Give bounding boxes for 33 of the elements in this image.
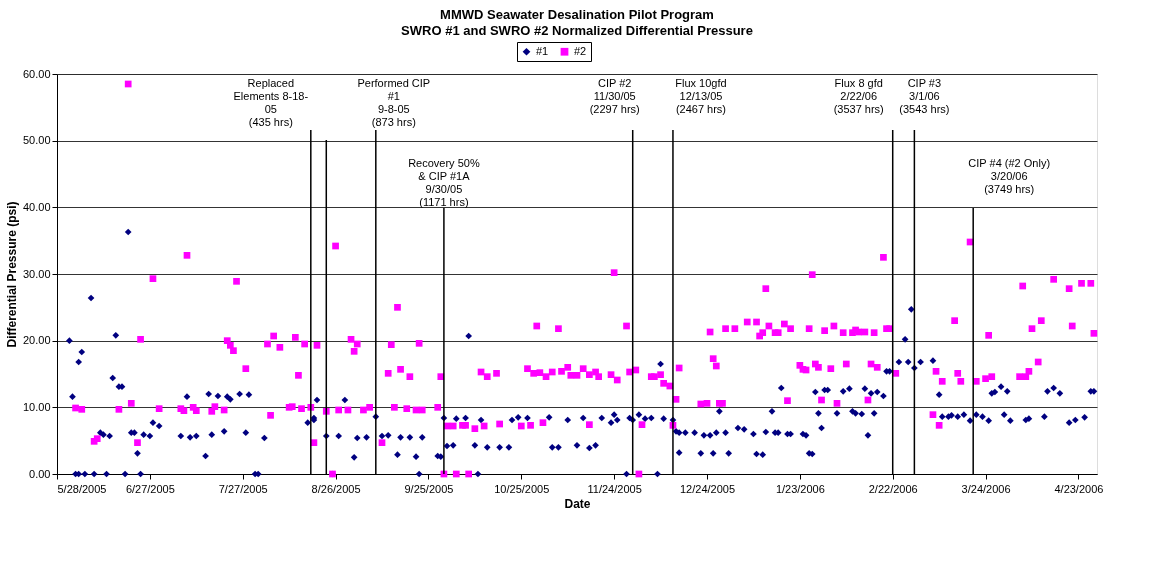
x-tick-label: 11/24/2005 [587, 482, 642, 495]
ref-line-label: CIP #2 11/30/05 (2297 hrs) [589, 77, 640, 115]
x-tick-label: 12/24/2005 [679, 482, 736, 495]
y-axis-title: Differential Pressure (psi) [4, 201, 19, 348]
y-tick-label: 10.00 [22, 400, 51, 413]
y-tick-label: 50.00 [22, 134, 51, 147]
ref-line-label: Flux 10gfd 12/13/05 (2467 hrs) [675, 77, 727, 115]
x-tick-label: 7/27/2005 [218, 482, 268, 495]
chart-title: MMWD Seawater Desalination Pilot Program [440, 6, 714, 22]
ref-line-label: Flux 8 gfd 2/22/06 (3537 hrs) [833, 77, 884, 115]
ref-line-label: CIP #3 3/1/06 (3543 hrs) [899, 77, 950, 115]
x-tick-label: 3/24/2006 [961, 482, 1011, 495]
ref-line-label: Recovery 50% & CIP #1A 9/30/05 (1171 hrs) [408, 157, 480, 208]
chart-subtitle: SWRO #1 and SWRO #2 Normalized Differential Pressure [401, 22, 753, 38]
y-tick-label: 20.00 [22, 334, 51, 347]
x-tick-label: 4/23/2006 [1054, 482, 1104, 495]
y-tick-label: 0.00 [29, 467, 51, 480]
x-tick-label: 9/25/2005 [404, 482, 454, 495]
x-tick-label: 6/27/2005 [125, 482, 175, 495]
ref-line-label: CIP #4 (#2 Only) 3/20/06 (3749 hrs) [968, 157, 1051, 195]
ref-line-label: Performed CIP #1 9-8-05 (873 hrs) [357, 77, 431, 128]
x-tick-label: 10/25/2005 [494, 482, 550, 495]
x-tick-label: 5/28/2005 [57, 482, 107, 495]
x-tick-label: 1/23/2006 [775, 482, 825, 495]
y-tick-label: 60.00 [22, 67, 51, 80]
x-tick-label: 8/26/2005 [311, 482, 361, 495]
legend-label: #1 [536, 44, 549, 57]
x-axis-title: Date [564, 496, 591, 511]
x-tick-label: 2/22/2006 [868, 482, 918, 495]
ref-line-label: Replaced Elements 8-18- 05 (435 hrs) [233, 77, 309, 128]
y-tick-label: 40.00 [22, 200, 51, 213]
legend-label: #2 [574, 44, 587, 57]
y-tick-label: 30.00 [22, 267, 51, 280]
